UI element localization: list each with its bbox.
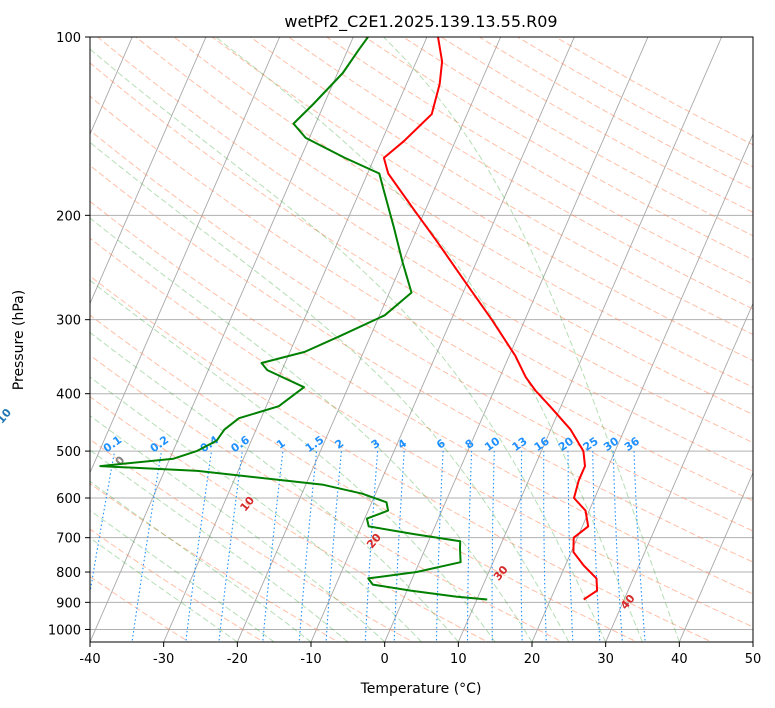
y-axis-label: Pressure (hPa) [11, 290, 27, 390]
dry-adiabat-line [90, 129, 753, 532]
mixing-ratio-line [543, 451, 547, 642]
y-tick-label: 100 [56, 31, 81, 46]
reference-lines [90, 37, 753, 642]
moist-adiabat-line [90, 279, 496, 642]
axes: -40 -30 -20 -10 0 10 20 30 40 50 100 200 300 400 500 60… [48, 31, 761, 667]
moist-adiabat-line [90, 449, 349, 642]
x-tick-label: 40 [671, 652, 688, 667]
moist-adiabat-line [90, 217, 533, 642]
dry-adiabat-line [90, 164, 753, 563]
x-tick-label: -10 [300, 652, 321, 667]
moist-adiabat-line [90, 376, 422, 642]
y-tick-label: 500 [56, 445, 81, 460]
dry-adiabat-line [90, 314, 639, 642]
x-tick-label: 0 [381, 652, 389, 667]
dry-adiabat-line [90, 237, 753, 628]
y-tick-label: 900 [56, 596, 81, 611]
moist-adiabat-line [215, 37, 643, 642]
dry-adiabat-line [326, 37, 753, 285]
isotherm-line [90, 37, 281, 474]
x-tick-label: 30 [597, 652, 614, 667]
mixing-ratio-line [435, 451, 444, 642]
moist-adiabat-line [90, 331, 459, 642]
dry-adiabat-line [288, 37, 753, 310]
dry-adiabat-line [90, 354, 564, 642]
profile-lines [99, 37, 599, 601]
moist-adiabat-line [90, 48, 607, 642]
isotherm-line [90, 37, 207, 305]
dry-adiabat-line [90, 200, 753, 595]
y-tick-label: 700 [56, 532, 81, 547]
isotherm-line [457, 37, 723, 642]
dry-adiabat-line [90, 396, 489, 642]
dry-adiabat-line [90, 575, 190, 642]
dewpoint-line [99, 37, 488, 601]
x-tick-label: -30 [153, 652, 174, 667]
y-tick-label: 800 [56, 566, 81, 581]
temperature-line [382, 37, 599, 601]
mixing-ratio-line [567, 451, 574, 642]
y-tick-label: 200 [56, 209, 81, 224]
isotherm-line [236, 37, 502, 642]
isotherm-line [384, 37, 649, 642]
y-tick-label: 600 [56, 492, 81, 507]
isotherm-line [531, 133, 753, 642]
moist-adiabat-line [90, 141, 570, 642]
moist-adiabat-line [90, 480, 312, 642]
moist-adiabat-line [90, 415, 386, 642]
isotherm-line [678, 471, 753, 642]
x-tick-label: 20 [524, 652, 541, 667]
x-axis-label: Temperature (°C) [360, 681, 482, 697]
x-tick-label: -40 [79, 652, 100, 667]
mixing-ratio-line [393, 451, 405, 642]
x-tick-label: -20 [227, 652, 248, 667]
dry-adiabat-line [135, 37, 753, 416]
mixing-ratio-line [592, 451, 601, 642]
dry-adiabat-line [90, 438, 414, 642]
x-tick-label: 50 [745, 652, 762, 667]
moist-adiabat-line [383, 37, 680, 642]
y-tick-label: 300 [56, 314, 81, 329]
isotherm-line [163, 37, 428, 642]
dry-adiabat-line [211, 37, 753, 362]
isotherm-line [90, 37, 354, 642]
y-tick-label: 400 [56, 388, 81, 403]
mixing-ratio-line [466, 451, 473, 642]
plot-frame [89, 36, 754, 643]
isotherm-line [605, 302, 753, 642]
mixing-ratio-line [520, 451, 523, 642]
mixing-ratio-line [491, 451, 495, 642]
dry-adiabat-line [90, 62, 753, 472]
x-tick-label: 10 [450, 652, 467, 667]
isotherm-line [310, 37, 575, 642]
dry-adiabat-line [90, 482, 340, 642]
y-tick-label: 1000 [48, 623, 81, 638]
moist-adiabat-line [90, 537, 238, 642]
chart-title: wetPf2_C2E1.2025.139.13.55.R09 [284, 12, 557, 32]
